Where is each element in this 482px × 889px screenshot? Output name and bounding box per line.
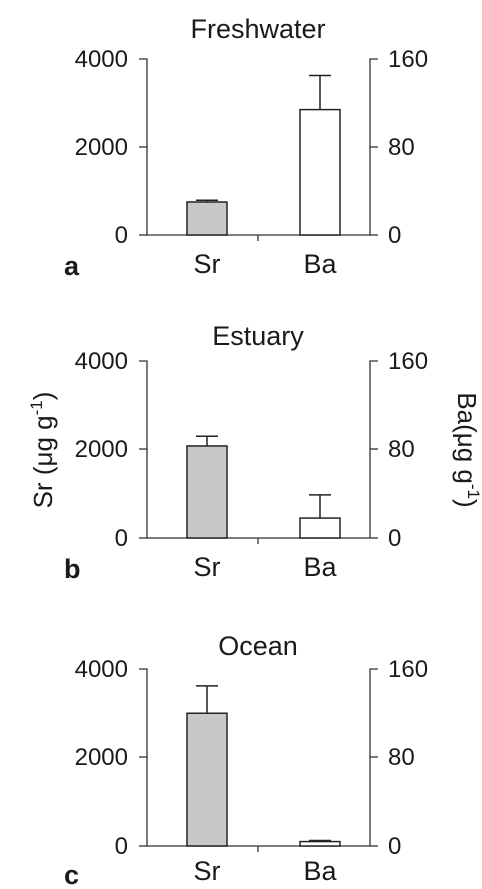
- right-y-axis-label: Ba(μg g-1): [452, 392, 482, 507]
- panel-a-error-bar-ba: [309, 74, 331, 110]
- panel-c-left-tick-label: 0: [115, 833, 128, 860]
- panel-a-title: Freshwater: [190, 14, 325, 44]
- panel-c-title: Ocean: [218, 631, 298, 661]
- panel-a-bar-ba: [299, 108, 341, 236]
- panel-a-left-tick-label: 0: [115, 222, 128, 249]
- panel-b-axes: [139, 360, 378, 539]
- panel-a: Freshwater 0 2000 4000 0 80 160 Sr Ba a: [64, 14, 428, 281]
- panel-a-left-tick-label: 4000: [75, 46, 128, 73]
- panel-b-error-bar-sr: [196, 435, 218, 446]
- panel-c-bar-ba: [299, 840, 341, 847]
- panel-c-left-tick-label: 4000: [75, 656, 128, 683]
- panel-c-error-bar-sr: [196, 685, 218, 714]
- panel-c-error-bar-ba: [309, 839, 331, 842]
- panel-c-left-tick-label: 2000: [75, 744, 128, 771]
- panel-c-right-tick-label: 160: [388, 656, 428, 683]
- panel-a-left-tick-label: 2000: [75, 134, 128, 161]
- panel-a-error-bar-sr: [196, 199, 218, 202]
- panel-a-right-tick-label: 0: [388, 222, 401, 249]
- panel-b-category-label-ba: Ba: [303, 552, 337, 582]
- panel-b-left-tick-label: 2000: [75, 436, 128, 463]
- panel-a-right-tick-label: 80: [388, 134, 415, 161]
- panel-a-axes: [139, 58, 378, 236]
- left-y-axis-label: Sr (μg g-1): [27, 392, 58, 509]
- panel-a-category-label-sr: Sr: [194, 249, 221, 279]
- panel-c: Ocean 0 2000 4000 0 80 160 Sr Ba c: [64, 631, 428, 889]
- panel-b-right-tick-label: 0: [388, 525, 401, 552]
- panel-b-category-label-sr: Sr: [194, 552, 221, 582]
- panel-a-bar-sr: [186, 201, 228, 236]
- panel-c-right-tick-label: 80: [388, 744, 415, 771]
- panel-a-right-tick-label: 160: [388, 46, 428, 73]
- panel-b-right-tick-label: 80: [388, 436, 415, 463]
- panel-b: Estuary 0 2000 4000 0 80 160 Sr Ba b Sr …: [27, 321, 482, 584]
- panel-a-letter: a: [64, 251, 80, 281]
- panel-b-bar-ba: [299, 517, 341, 539]
- panel-c-right-tick-label: 0: [388, 833, 401, 860]
- panel-b-left-tick-label: 4000: [75, 348, 128, 375]
- panel-b-letter: b: [64, 554, 81, 584]
- panel-c-axes: [139, 668, 378, 847]
- panel-b-left-tick-label: 0: [115, 525, 128, 552]
- panel-b-right-tick-label: 160: [388, 348, 428, 375]
- panel-b-bar-sr: [186, 445, 228, 539]
- panel-c-letter: c: [64, 860, 79, 889]
- panel-a-category-label-ba: Ba: [303, 249, 337, 279]
- panel-b-error-bar-ba: [309, 494, 331, 519]
- panel-c-bar-sr: [186, 712, 228, 847]
- panel-c-category-label-sr: Sr: [194, 856, 221, 886]
- panel-b-title: Estuary: [212, 321, 304, 351]
- panel-c-category-label-ba: Ba: [303, 856, 337, 886]
